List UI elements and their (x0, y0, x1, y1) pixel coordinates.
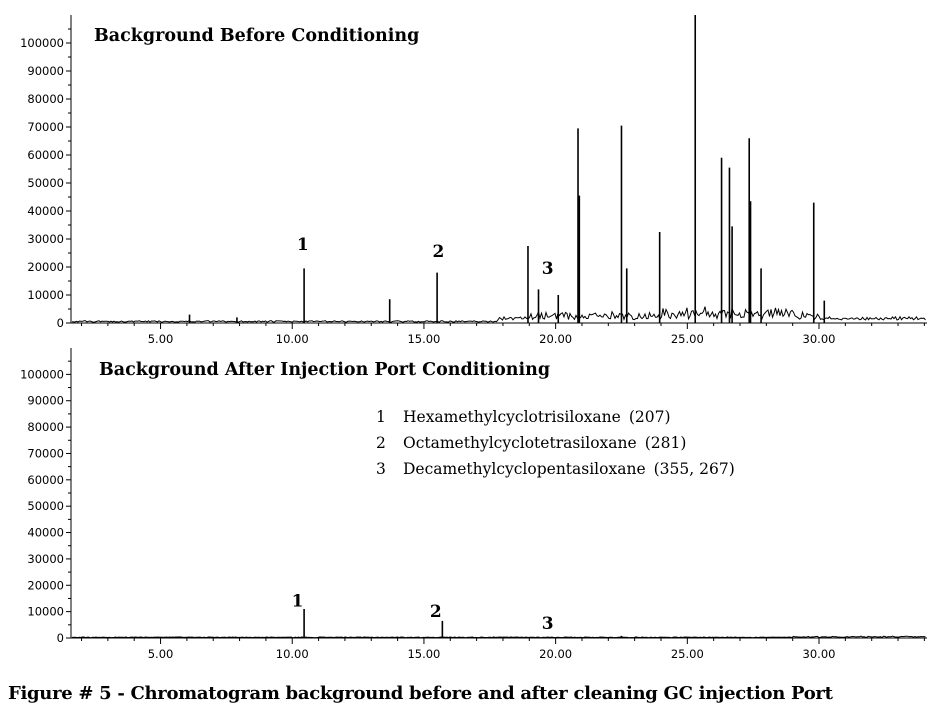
y-tick-label: 80000 (27, 92, 64, 106)
x-tick-label: 10.00 (276, 332, 309, 346)
chromatogram-before-panel: 0 10000 20000 30000 40000 50000 60000 70000 8000… (20, 15, 927, 346)
y-tick-label: 60000 (27, 148, 64, 162)
peak-number-label: 1 (292, 591, 304, 611)
baseline-trace (71, 635, 926, 639)
y-tick-label: 70000 (27, 120, 64, 134)
y-tick-label: 20000 (27, 260, 64, 274)
y-tick-label: 100000 (20, 36, 64, 50)
y-tick-label: 30000 (27, 552, 64, 566)
legend-number: 1 (376, 408, 386, 426)
peak-number-label: 3 (542, 614, 554, 634)
y-tick-label: 30000 (27, 232, 64, 246)
y-tick-label: 60000 (27, 473, 64, 487)
x-tick-label: 15.00 (407, 332, 440, 346)
y-tick-label: 90000 (27, 394, 64, 408)
x-tick-label: 5.00 (148, 332, 174, 346)
legend-compound-name: Decamethylcyclopentasiloxane (403, 460, 646, 478)
y-tick-label: 70000 (27, 446, 64, 460)
y-tick-label: 80000 (27, 420, 64, 434)
legend-ions: (207) (629, 408, 671, 426)
x-tick-label: 25.00 (671, 647, 704, 661)
peak-number-label: 2 (432, 242, 444, 262)
x-tick-label: 25.00 (671, 332, 704, 346)
x-tick-label: 30.00 (803, 332, 836, 346)
y-tick-label: 50000 (27, 499, 64, 513)
baseline-trace (71, 306, 926, 323)
y-tick-label: 100000 (20, 367, 64, 381)
peak-number-label: 1 (297, 235, 309, 255)
x-tick-label: 20.00 (539, 647, 572, 661)
chromatogram-after-panel: 0 10000 20000 30000 40000 50000 60000 70000 8000… (20, 348, 927, 661)
peak-number-label: 3 (542, 259, 554, 279)
panel-title: Background After Injection Port Conditio… (99, 360, 550, 380)
legend-compound-name: Octamethylcyclotetrasiloxane (403, 434, 637, 452)
y-tick-label: 20000 (27, 578, 64, 592)
x-tick-label: 10.00 (276, 647, 309, 661)
x-tick-label: 15.00 (407, 647, 440, 661)
peak-number-label: 2 (430, 602, 442, 622)
figure-caption: Figure # 5 - Chromatogram background bef… (8, 683, 833, 704)
panel-title: Background Before Conditioning (94, 26, 419, 46)
legend-compound-name: Hexamethylcyclotrisiloxane (403, 408, 621, 426)
y-tick-label: 40000 (27, 204, 64, 218)
x-tick-label: 5.00 (148, 647, 174, 661)
y-tick-label: 0 (57, 316, 64, 330)
x-tick-label: 30.00 (803, 647, 836, 661)
y-tick-label: 10000 (27, 288, 64, 302)
y-tick-label: 90000 (27, 64, 64, 78)
legend-number: 3 (376, 460, 386, 478)
y-tick-label: 40000 (27, 526, 64, 540)
x-tick-label: 20.00 (539, 332, 572, 346)
legend-ions: (281) (645, 434, 687, 452)
y-tick-label: 10000 (27, 605, 64, 619)
y-tick-label: 0 (57, 631, 64, 645)
y-tick-label: 50000 (27, 176, 64, 190)
legend-ions: (355, 267) (654, 460, 735, 478)
legend-number: 2 (376, 434, 386, 452)
